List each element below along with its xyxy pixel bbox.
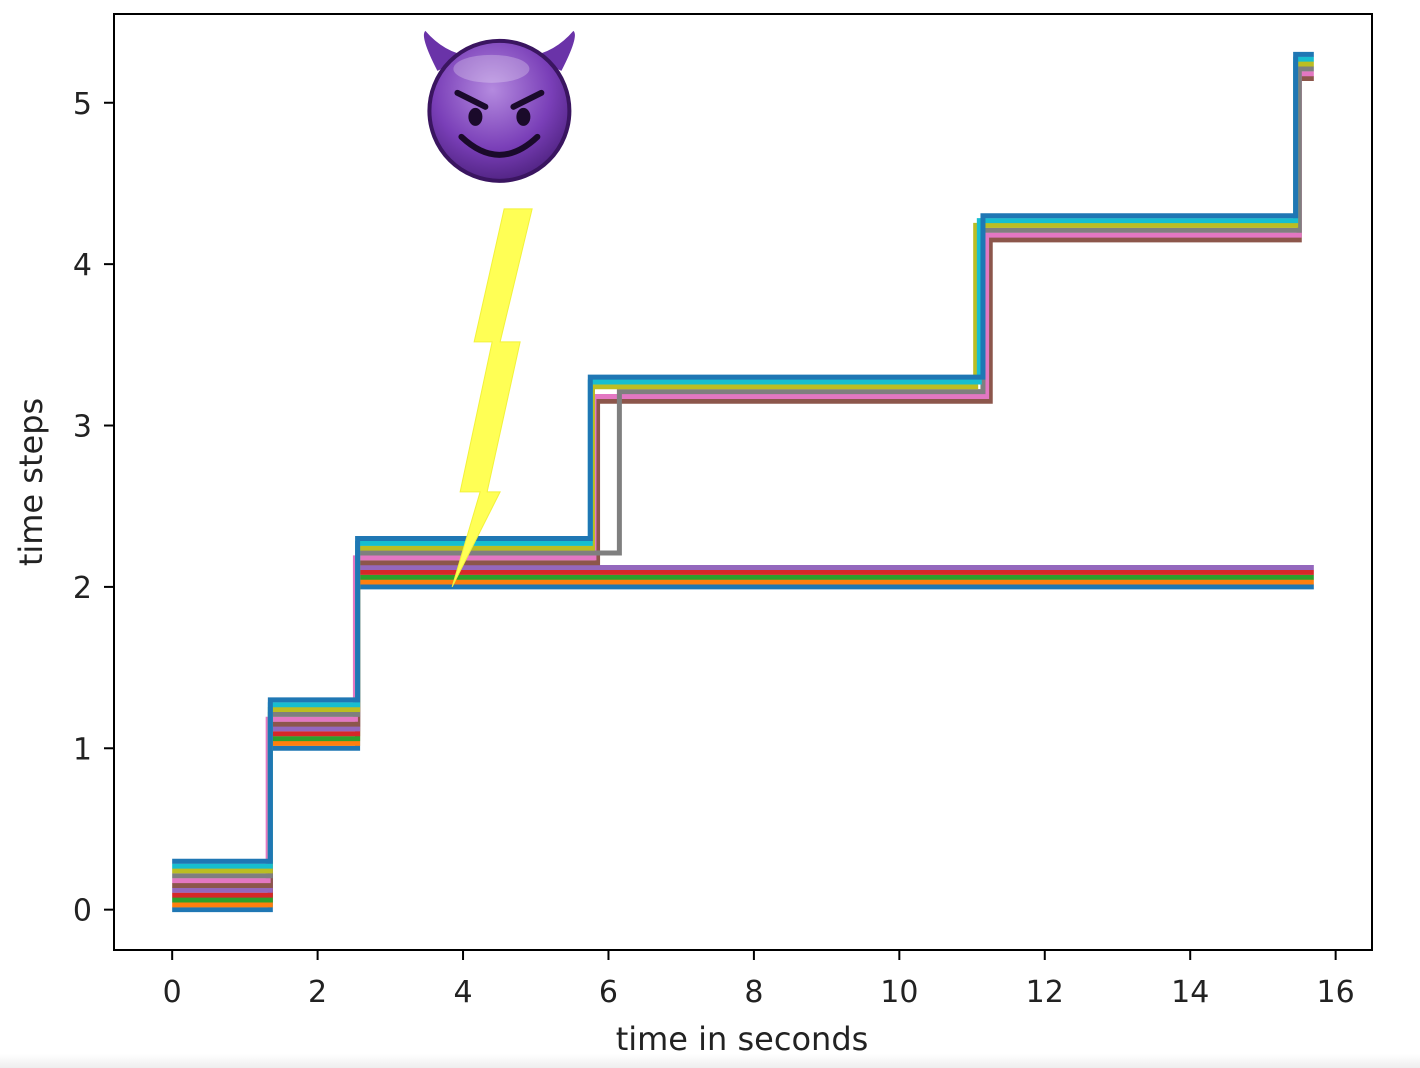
series-line-3: [172, 574, 1314, 903]
plot-background: [114, 14, 1372, 950]
x-tick-label: 4: [453, 975, 472, 1010]
y-tick-label: 5: [73, 87, 92, 122]
x-axis-ticks: 0 2 4 6 8 10 12 14 16: [163, 950, 1355, 1010]
x-tick-label: 8: [744, 975, 763, 1010]
series-layer: [172, 51, 1314, 913]
y-tick-label: 3: [73, 410, 92, 445]
series-line-4: [172, 569, 1314, 898]
y-tick-label: 4: [73, 248, 92, 283]
smiling-devil-icon: [423, 30, 575, 183]
series-line-1: [172, 584, 1314, 913]
x-tick-label: 10: [880, 975, 918, 1010]
plot-frame: [113, 13, 1373, 951]
x-tick-label: 6: [599, 975, 618, 1010]
series-line-5: [172, 565, 1314, 893]
x-axis-label: time in seconds: [616, 1020, 869, 1058]
x-tick-label: 2: [308, 975, 327, 1010]
y-tick-label: 2: [73, 571, 92, 606]
y-axis-label: time steps: [12, 398, 50, 566]
x-tick-label: 12: [1026, 975, 1064, 1010]
series-line-2: [172, 579, 1314, 908]
x-tick-label: 16: [1317, 975, 1355, 1010]
lightning-bolt-icon: [451, 208, 533, 588]
annotation-layer: [423, 30, 575, 588]
y-tick-label: 1: [73, 732, 92, 767]
x-tick-label: 14: [1171, 975, 1209, 1010]
y-tick-label: 0: [73, 894, 92, 929]
x-tick-label: 0: [163, 975, 182, 1010]
y-axis-ticks: 0 1 2 3 4 5: [73, 87, 114, 929]
window-bottom-edge: [0, 1054, 1420, 1068]
series-line-11: [172, 51, 1314, 864]
